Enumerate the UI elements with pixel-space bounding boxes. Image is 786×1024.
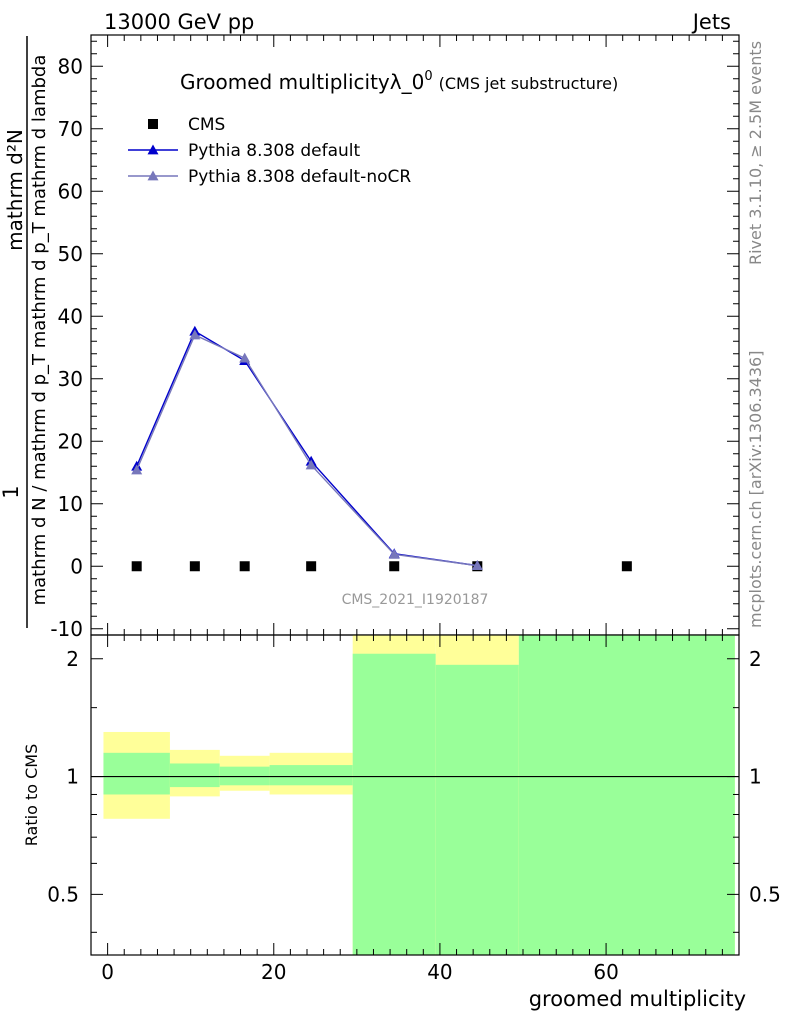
y-label-denominator: mathrm d N / mathrm d p_T mathrm d p_T m…: [29, 55, 50, 606]
legend-label-pythia-8-308-default-nocr: Pythia 8.308 default-noCR: [188, 167, 411, 187]
cms-point: [131, 561, 142, 572]
ratio-inner-band: [269, 765, 353, 786]
x-axis-label: groomed multiplicity: [529, 987, 746, 1011]
main-y-tick-label: 80: [58, 54, 83, 78]
legend-marker-pythia-8-308-default-nocr: [147, 170, 159, 181]
cms-point: [621, 561, 632, 572]
rivet-version-label: Rivet 3.1.10, ≥ 2.5M events: [746, 41, 765, 265]
pythia-8-308-default-nocr-line: [136, 334, 478, 567]
cms-point: [239, 561, 250, 572]
ratio-y-axis: 0.5 0.5 1 1 2 2: [47, 647, 781, 933]
ratio-x-tick-label: 0: [101, 960, 114, 984]
ratio-inner-band: [518, 635, 735, 955]
main-y-axis: -10 0 10 20 30 40 50 60 70 80: [50, 40, 739, 641]
legend-marker-cms: [148, 119, 158, 129]
main-y-tick-label: 10: [58, 492, 83, 516]
chart-title-main: Groomed multiplicityλ_0: [180, 70, 424, 94]
ratio-plot-frame: [90, 634, 740, 956]
ratio-y-tick-label: 2: [66, 647, 79, 671]
ratio-y-axis-label: Ratio to CMS: [22, 744, 41, 846]
chart-title: Groomed multiplicityλ_00 (CMS jet substru…: [180, 69, 618, 94]
main-y-tick-label: 20: [58, 429, 83, 453]
pythia-8-308-default-nocr-point: [189, 329, 201, 340]
pythia-8-308-default-line: [136, 330, 478, 567]
ratio-x-tick-label: 20: [261, 960, 286, 984]
cms-point: [306, 561, 317, 572]
pythia-8-308-default-nocr-point: [471, 560, 483, 571]
y-label-numerator: mathrm d²N: [3, 129, 27, 251]
main-y-tick-label: 0: [70, 554, 83, 578]
ratio-x-axis: 0 20 40 60: [101, 635, 723, 984]
chart-title-subtitle: (CMS jet substructure): [439, 74, 619, 93]
ratio-inner-band: [103, 752, 170, 795]
ratio-x-tick-label: 40: [427, 960, 452, 984]
legend-label-cms: CMS: [188, 115, 225, 135]
main-y-tick-label: 40: [58, 304, 83, 328]
cms-point: [189, 561, 200, 572]
ratio-inner-band: [435, 664, 519, 955]
ratio-y-tick-label: 1: [66, 765, 79, 789]
ratio-y-tick-label-right: 2: [749, 647, 762, 671]
main-y-tick-label: 50: [58, 242, 83, 266]
main-y-tick-label: -10: [50, 617, 83, 641]
main-y-axis-label: 1 mathrm d²N mathrm d N / mathrm d p_T m…: [0, 36, 50, 628]
pythia-8-308-default-nocr-point: [131, 464, 143, 475]
legend-marker-pythia-8-308-default: [147, 144, 159, 155]
main-y-tick-label: 30: [58, 367, 83, 391]
ratio-y-tick-label: 0.5: [47, 882, 79, 906]
analysis-id-watermark: CMS_2021_I1920187: [342, 592, 489, 608]
header-category-label: Jets: [691, 10, 731, 34]
header-energy-label: 13000 GeV pp: [104, 10, 254, 34]
pythia-8-308-default-nocr-point: [239, 352, 251, 363]
ratio-y-tick-label-right: 1: [749, 765, 762, 789]
main-y-tick-label: 60: [58, 179, 83, 203]
pythia-8-308-default-nocr-point: [305, 459, 317, 470]
ratio-panel: 0.5 0.5 1 1 2 2 0 20 40 60 Ratio to CMS groomed …: [22, 634, 781, 1011]
main-y-tick-label: 70: [58, 117, 83, 141]
ratio-x-tick-label: 60: [593, 960, 618, 984]
y-label-prefix: 1: [0, 485, 23, 498]
ratio-bands: [103, 635, 735, 955]
mcplots-credit-label: mcplots.cern.ch [arXiv:1306.3436]: [746, 351, 765, 628]
pythia-8-308-default-nocr-point: [388, 548, 400, 559]
ratio-y-tick-label-right: 0.5: [749, 882, 781, 906]
main-x-ticks: [107, 35, 723, 635]
ratio-inner-band: [352, 653, 436, 955]
ratio-inner-band: [169, 763, 220, 788]
main-series: [131, 325, 632, 572]
chart-title-superscript: 0: [424, 69, 432, 84]
cms-point: [389, 561, 400, 572]
legend: CMS Pythia 8.308 default Pythia 8.308 defa…: [128, 115, 411, 187]
legend-label-pythia-8-308-default: Pythia 8.308 default: [188, 141, 361, 161]
